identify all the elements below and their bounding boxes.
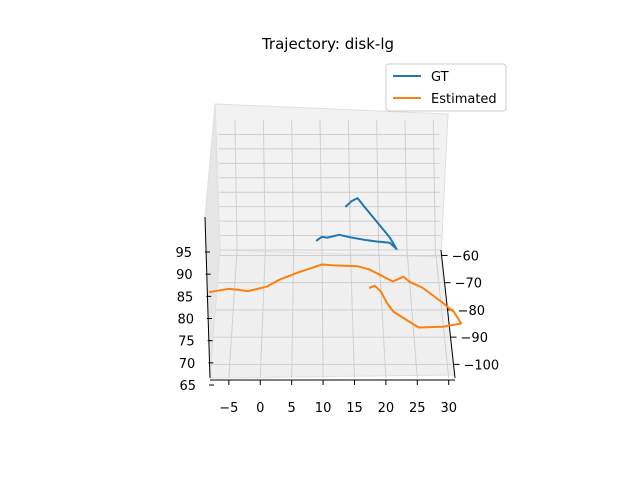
x-tick-label: 30 bbox=[440, 401, 457, 416]
y-tick-label: −60 bbox=[452, 249, 479, 264]
grid-line-x bbox=[378, 249, 387, 379]
grid-line-x-back bbox=[262, 119, 266, 251]
y-tick-label: −90 bbox=[461, 331, 488, 346]
grid-line-x bbox=[406, 249, 418, 379]
series-layer bbox=[208, 197, 463, 329]
grid-lines bbox=[211, 119, 454, 379]
x-tick-label: −5 bbox=[219, 401, 238, 416]
z-tick-label: 65 bbox=[179, 379, 196, 394]
z-tick-label: 85 bbox=[177, 290, 194, 305]
x-tick-label: 0 bbox=[256, 401, 264, 416]
y-tick-label: −70 bbox=[455, 277, 482, 292]
back-pane bbox=[214, 103, 449, 258]
x-tick-label: 15 bbox=[346, 401, 363, 416]
grid-line-x-back bbox=[347, 119, 351, 251]
chart-title: Trajectory: disk-lg bbox=[261, 35, 394, 53]
grid-line-x-back bbox=[404, 119, 408, 251]
y-tick-label: −80 bbox=[458, 304, 485, 319]
axes: −5 0 5 10 15 20 25 30 −100 −90 −80 −70 −60 65 70 75 80 85… bbox=[175, 216, 500, 416]
grid-line-x-back bbox=[234, 119, 238, 251]
x-tick-label: 5 bbox=[288, 401, 296, 416]
grid-line-x bbox=[291, 249, 295, 379]
z-tick-label: 95 bbox=[175, 246, 192, 261]
grid-line-x bbox=[349, 249, 355, 379]
y-axis-line bbox=[440, 249, 456, 379]
z-tick-label: 75 bbox=[178, 335, 195, 350]
grid-line-x-back bbox=[319, 119, 323, 251]
floor-pane bbox=[209, 249, 456, 379]
series-estimated-line bbox=[208, 263, 463, 329]
z-tick-label: 90 bbox=[176, 268, 193, 283]
z-axis-line bbox=[204, 216, 211, 379]
series-gt-line bbox=[315, 197, 398, 250]
legend-estimated-label: Estimated bbox=[431, 92, 497, 107]
grid-line-x bbox=[228, 249, 238, 379]
x-tick-label: 25 bbox=[409, 401, 426, 416]
x-tick-label: 10 bbox=[315, 401, 332, 416]
grid-line-x bbox=[259, 249, 266, 379]
grid-line-x bbox=[434, 249, 450, 379]
legend: GT Estimated bbox=[385, 63, 507, 112]
z-tick-label: 70 bbox=[179, 357, 196, 372]
z-tick-label: 80 bbox=[177, 313, 194, 328]
grid-line-x-back bbox=[432, 119, 436, 251]
y-tick-label: −100 bbox=[464, 358, 500, 373]
legend-gt-label: GT bbox=[431, 70, 449, 85]
grid-line-x-back bbox=[376, 119, 380, 251]
x-tick-label: 20 bbox=[378, 401, 395, 416]
grid-line-x bbox=[321, 249, 324, 379]
grid-line-x-back bbox=[291, 119, 295, 251]
